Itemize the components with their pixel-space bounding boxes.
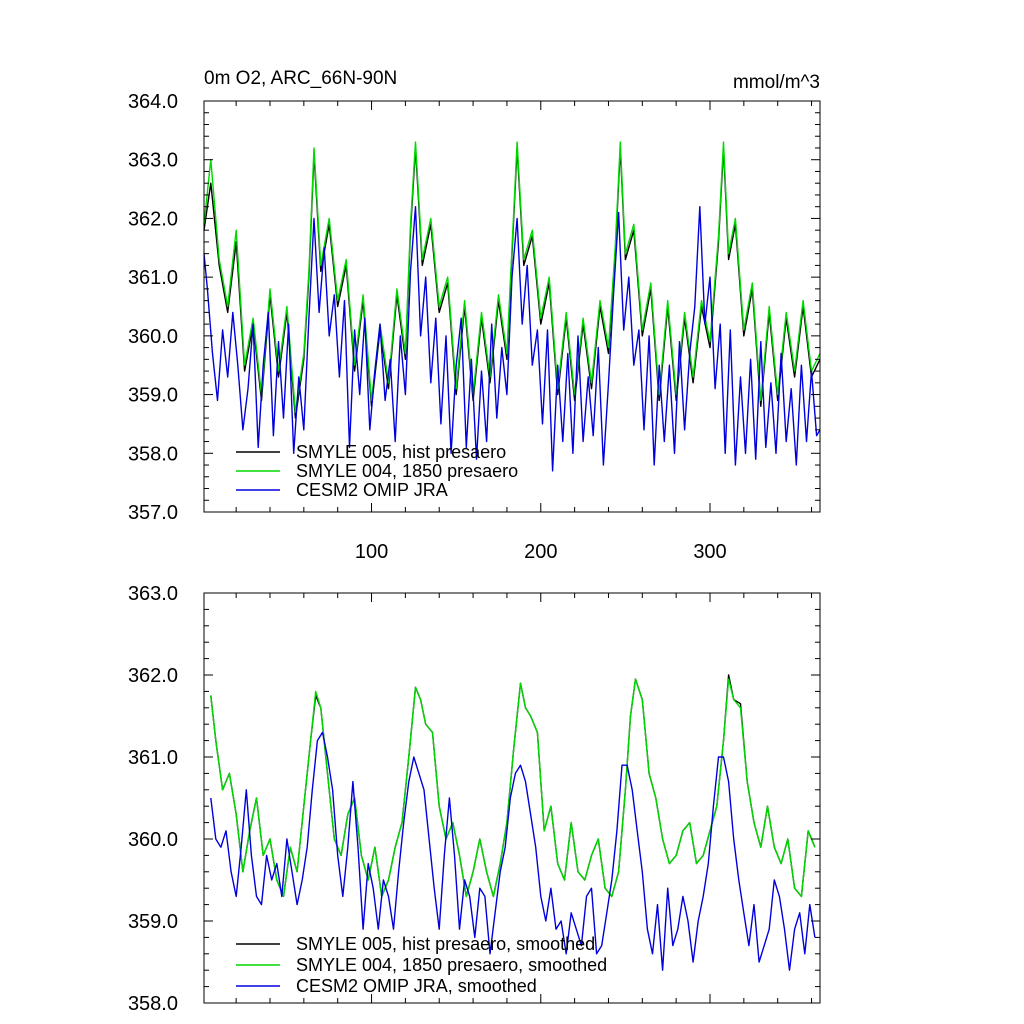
top-y-tick-label: 363.0 bbox=[128, 150, 178, 172]
top-axis-ticks bbox=[204, 100, 820, 513]
top-legend-label-3: CESM2 OMIP JRA bbox=[296, 480, 448, 500]
top-y-tick-label: 364.0 bbox=[128, 91, 178, 113]
bottom-y-tick-label: 362.0 bbox=[128, 665, 178, 687]
top-x-tick-label: 200 bbox=[524, 541, 557, 563]
top-legend-label-2: SMYLE 004, 1850 presaero bbox=[296, 461, 518, 481]
top-y-tick-label: 362.0 bbox=[128, 208, 178, 230]
bottom-legend-label-3: CESM2 OMIP JRA, smoothed bbox=[296, 976, 537, 996]
bottom-y-axis: 363.0 362.0 361.0 360.0 359.0 358.0 bbox=[128, 583, 178, 1015]
top-y-tick-label: 357.0 bbox=[128, 502, 178, 524]
top-chart-panel: 0m O2, ARC_66N-90N mmol/m^3 364.0363.036… bbox=[128, 68, 821, 563]
bottom-series-line-2 bbox=[210, 678, 816, 898]
chart-title-left: 0m O2, ARC_66N-90N bbox=[204, 68, 397, 89]
top-legend-label-1: SMYLE 005, hist presaero bbox=[296, 442, 506, 462]
bottom-y-tick-label: 361.0 bbox=[128, 747, 178, 769]
bottom-legend-label-1: SMYLE 005, hist presaero, smoothed bbox=[296, 934, 595, 954]
bottom-plot-frame bbox=[203, 592, 821, 1004]
bottom-chart-panel: 363.0 362.0 361.0 360.0 359.0 358.0 SMYLE 005… bbox=[128, 583, 821, 1015]
top-series-line-2 bbox=[203, 141, 821, 413]
bottom-series-line-3 bbox=[210, 731, 816, 971]
bottom-legend: SMYLE 005, hist presaero, smoothedSMYLE … bbox=[236, 934, 607, 996]
bottom-axis-ticks bbox=[204, 592, 820, 1004]
top-y-tick-label: 359.0 bbox=[128, 385, 178, 407]
top-y-axis: 364.0 363.0 362.0 361.0 360.0 359.0 358.0 357.0 bbox=[128, 91, 178, 524]
bottom-y-tick-label: 360.0 bbox=[128, 829, 178, 851]
top-plot-frame bbox=[203, 100, 821, 513]
top-x-tick-label: 100 bbox=[355, 541, 388, 563]
top-x-tick-label: 300 bbox=[693, 541, 726, 563]
top-x-axis: 100 200 300 bbox=[355, 541, 727, 563]
bottom-series-group bbox=[210, 674, 816, 971]
top-y-tick-label: 358.0 bbox=[128, 443, 178, 465]
top-series-group bbox=[203, 141, 821, 472]
bottom-legend-label-2: SMYLE 004, 1850 presaero, smoothed bbox=[296, 955, 607, 975]
top-y-tick-label: 360.0 bbox=[128, 326, 178, 348]
top-y-tick-label: 361.0 bbox=[128, 267, 178, 289]
chart-units-label: mmol/m^3 bbox=[733, 72, 820, 93]
bottom-y-tick-label: 359.0 bbox=[128, 911, 178, 933]
top-series-line-3 bbox=[203, 205, 821, 472]
bottom-y-tick-label: 358.0 bbox=[128, 993, 178, 1015]
bottom-y-tick-label: 363.0 bbox=[128, 583, 178, 605]
